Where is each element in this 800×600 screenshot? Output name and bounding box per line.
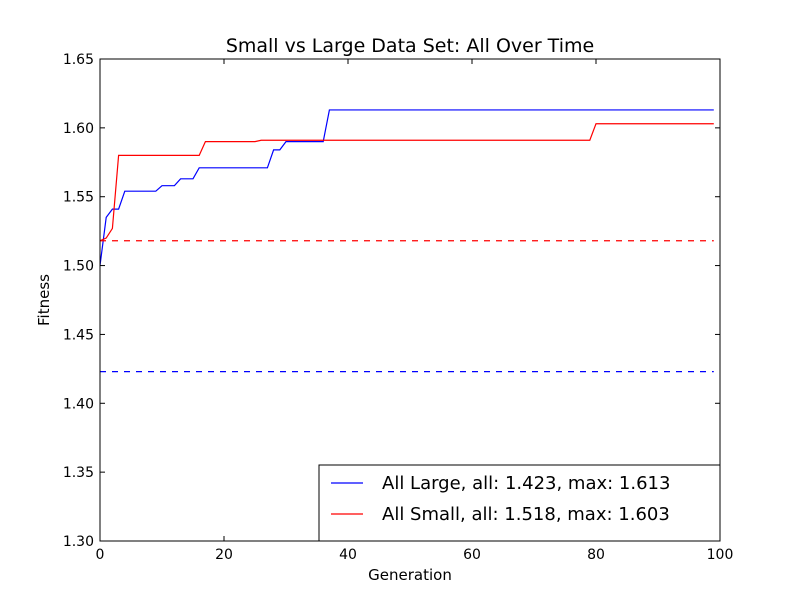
y-tick-label: 1.35 [63, 465, 94, 481]
chart-title: Small vs Large Data Set: All Over Time [226, 35, 594, 57]
y-tick-label: 1.45 [63, 327, 94, 343]
y-tick-label: 1.65 [63, 52, 94, 68]
x-tick-label: 60 [463, 547, 481, 563]
y-tick-label: 1.60 [63, 121, 94, 137]
x-tick-label: 0 [96, 547, 105, 563]
series-line-0 [100, 109, 714, 266]
x-tick-label: 80 [587, 547, 605, 563]
legend-label: All Small, all: 1.518, max: 1.603 [382, 504, 670, 525]
x-axis-title: Generation [368, 566, 452, 584]
y-tick-label: 1.55 [63, 190, 94, 206]
x-tick-label: 20 [215, 547, 233, 563]
legend-box [318, 464, 721, 542]
x-tick-label: 100 [707, 547, 734, 563]
y-tick-label: 1.50 [63, 259, 94, 275]
legend: All Large, all: 1.423, max: 1.613 All Sma… [318, 464, 721, 542]
x-tick-label: 40 [339, 547, 357, 563]
y-tick-label: 1.30 [63, 534, 94, 550]
y-tick-label: 1.40 [63, 396, 94, 412]
series-line-1 [100, 123, 714, 242]
plot-area: 0 20 40 60 80 100 1.30 1.35 1.40 1.45 1.50 1.55 1.60… [63, 52, 734, 563]
legend-label: All Large, all: 1.423, max: 1.613 [382, 473, 670, 494]
y-axis-title: Fitness [35, 274, 53, 326]
series-group [100, 109, 714, 373]
